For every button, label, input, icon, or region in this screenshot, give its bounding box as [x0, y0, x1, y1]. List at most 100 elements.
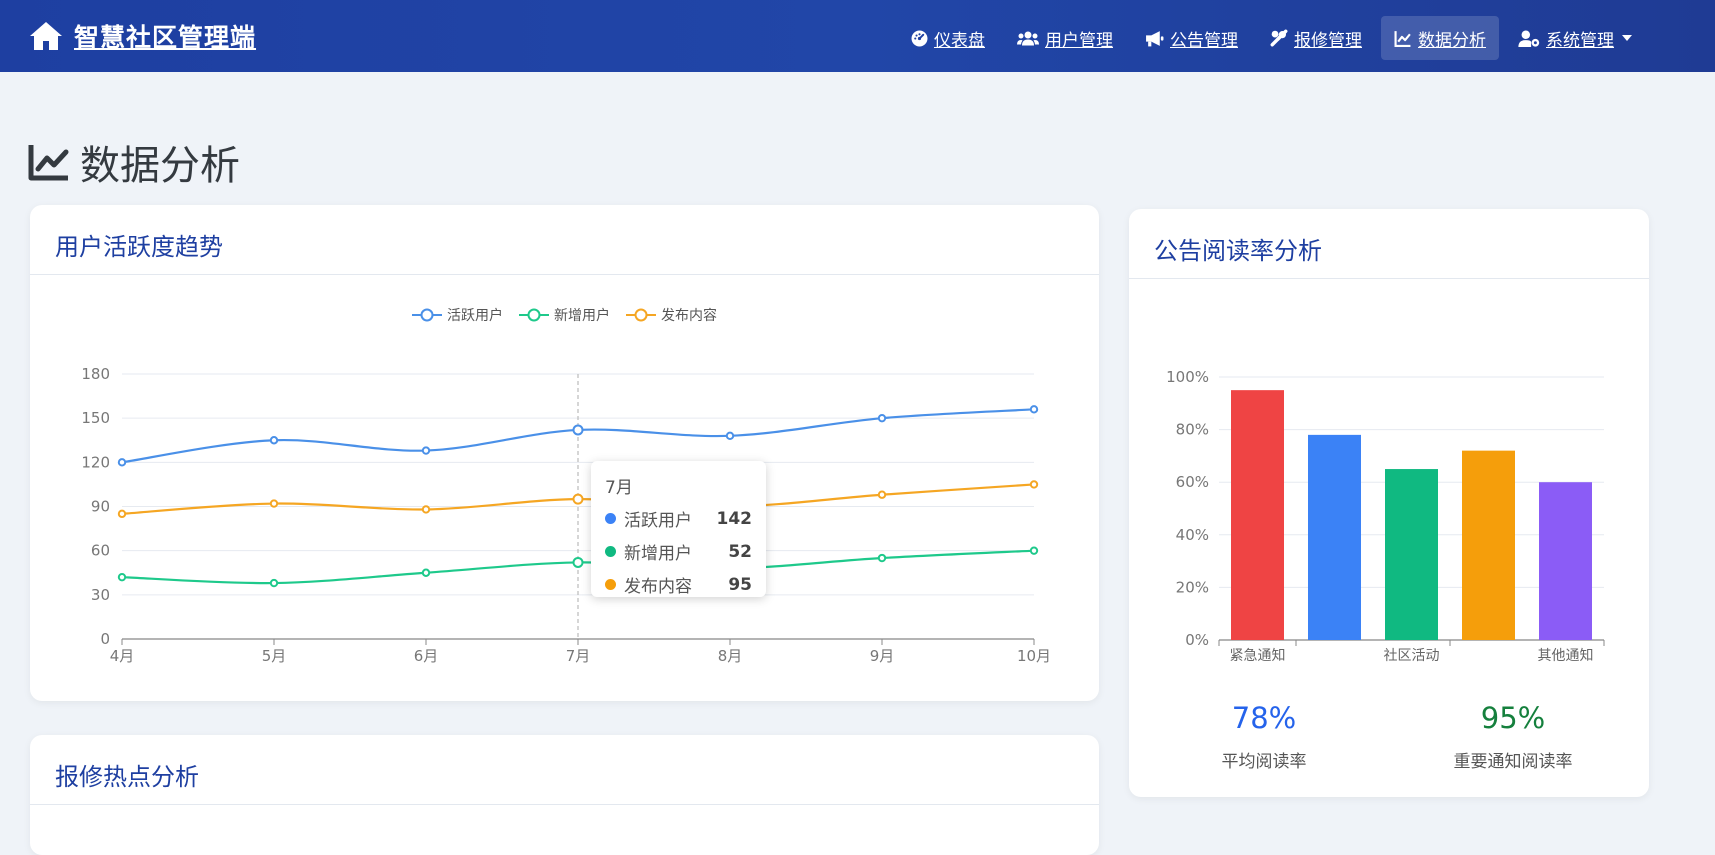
tooltip-title: 7月	[605, 478, 633, 498]
data-point	[421, 568, 431, 577]
data-point	[572, 556, 584, 568]
chevron-down-icon	[1622, 35, 1632, 41]
data-point	[117, 458, 127, 467]
read-rate-card: 公告阅读率分析 0% 20% 40% 60% 80% 100% 紧急通知 社区活动 其他通知 7…	[1129, 209, 1649, 797]
data-point	[117, 572, 127, 582]
y-tick-label: 120	[81, 453, 110, 471]
card-header: 公告阅读率分析	[1129, 209, 1649, 279]
y-tick-label: 30	[91, 586, 110, 604]
megaphone-icon	[1146, 30, 1164, 46]
tooltip-series-value: 52	[728, 541, 752, 562]
legend-marker	[626, 308, 656, 322]
y-tick-label: 90	[91, 498, 110, 516]
data-point	[877, 490, 887, 499]
bar	[1462, 450, 1515, 640]
y-tick-label: 150	[81, 409, 110, 427]
series-dot	[605, 579, 616, 590]
dashboard-icon	[911, 30, 928, 46]
y-tick-label: 60%	[1176, 473, 1209, 491]
stat-label: 重要通知阅读率	[1453, 752, 1573, 772]
data-point	[1029, 546, 1039, 555]
x-tick-label: 7月	[566, 647, 591, 665]
bar	[1308, 434, 1361, 640]
x-tick-label: 紧急通知	[1230, 647, 1286, 664]
stat-label: 平均阅读率	[1221, 752, 1307, 772]
tooltip-row: 活跃用户 142	[605, 506, 752, 531]
legend-item-new-users[interactable]: 新增用户	[519, 305, 610, 325]
important-read-rate-stat: 95% 重要通知阅读率	[1413, 701, 1613, 772]
card-title: 公告阅读率分析	[1154, 237, 1322, 265]
brand-link[interactable]: 智慧社区管理端	[28, 18, 256, 54]
tooltip-series-name: 发布内容	[624, 577, 692, 597]
y-tick-label: 0%	[1185, 631, 1209, 649]
repair-hotspot-card: 报修热点分析	[30, 735, 1099, 855]
stat-value: 78%	[1231, 701, 1297, 735]
nav-label-analytics: 数据分析	[1418, 30, 1486, 51]
x-tick-label: 10月	[1017, 647, 1051, 665]
bar	[1231, 390, 1284, 640]
nav-label-repairs: 报修管理	[1294, 30, 1362, 51]
data-point	[877, 553, 887, 563]
user-cog-icon	[1518, 30, 1540, 47]
nav-menu: 仪表盘 用户管理 公告管理 报修管理	[892, 16, 1645, 60]
users-icon	[1017, 31, 1039, 45]
nav-item-repairs[interactable]: 报修管理	[1257, 16, 1375, 60]
x-tick-label: 社区活动	[1384, 648, 1440, 664]
x-tick-label: 4月	[110, 647, 135, 665]
card-header: 用户活跃度趋势	[30, 205, 1099, 275]
read-rate-bar-chart: 0% 20% 40% 60% 80% 100% 紧急通知 社区活动 其他通知	[1166, 368, 1605, 664]
activity-trend-card: 用户活跃度趋势 活跃用户 新增用户 发布内容 0 30 60 90 120 150 180 4…	[30, 205, 1099, 701]
data-point	[269, 436, 279, 445]
tooltip-series-name: 活跃用户	[624, 511, 692, 531]
bar	[1539, 482, 1592, 640]
card-title: 报修热点分析	[55, 763, 199, 791]
nav-item-announcements[interactable]: 公告管理	[1132, 16, 1251, 60]
data-point	[572, 424, 584, 436]
app-title: 智慧社区管理端	[74, 23, 257, 52]
data-point	[572, 493, 584, 505]
x-tick-label: 5月	[262, 647, 287, 665]
top-navbar: 智慧社区管理端 仪表盘 用户管理 公告	[0, 0, 1715, 72]
data-point	[421, 505, 431, 514]
nav-item-system[interactable]: 系统管理	[1505, 16, 1645, 60]
data-point	[877, 413, 887, 423]
data-point	[269, 578, 279, 588]
page-title-text: 数据分析	[80, 143, 240, 189]
nav-item-analytics[interactable]: 数据分析	[1381, 16, 1499, 60]
legend-label: 新增用户	[554, 308, 610, 324]
legend-item-active-users[interactable]: 活跃用户	[412, 305, 503, 325]
legend-label: 活跃用户	[447, 308, 503, 324]
legend-marker	[412, 308, 442, 322]
nav-label-system: 系统管理	[1546, 30, 1614, 51]
avg-read-rate-stat: 78% 平均阅读率	[1164, 701, 1364, 772]
series-dot	[605, 546, 616, 557]
data-point	[1029, 480, 1039, 489]
legend-marker	[519, 308, 549, 322]
tooltip-series-name: 新增用户	[624, 544, 692, 564]
data-point	[421, 446, 431, 455]
card-header: 报修热点分析	[30, 735, 1099, 805]
y-tick-label: 100%	[1166, 368, 1209, 386]
y-tick-label: 80%	[1176, 421, 1209, 439]
nav-item-dashboard[interactable]: 仪表盘	[898, 16, 998, 60]
legend-item-posts[interactable]: 发布内容	[626, 305, 717, 325]
series-dot	[605, 513, 616, 524]
x-tick-label: 8月	[718, 647, 743, 665]
y-tick-label: 60	[91, 542, 110, 560]
nav-item-users[interactable]: 用户管理	[1004, 16, 1126, 60]
data-point	[725, 431, 735, 441]
activity-line-chart: 0 30 60 90 120 150 180 4月 5月 6月 7月 8月 9月 10月	[81, 365, 1051, 665]
chart-legend: 活跃用户 新增用户 发布内容	[30, 305, 1099, 325]
data-point	[269, 499, 279, 508]
tooltip-series-value: 95	[728, 574, 752, 595]
chart-tooltip: 7月 活跃用户 142 新增用户 52 发布内容 95	[591, 461, 766, 597]
data-point	[1029, 405, 1039, 414]
stat-value: 95%	[1480, 701, 1546, 735]
tools-icon	[1270, 29, 1288, 47]
x-tick-label: 其他通知	[1538, 647, 1594, 664]
y-tick-label: 0	[100, 630, 110, 648]
card-title: 用户活跃度趋势	[55, 233, 223, 261]
home-icon	[30, 22, 62, 50]
x-tick-label: 9月	[870, 647, 895, 665]
legend-label: 发布内容	[661, 308, 717, 324]
